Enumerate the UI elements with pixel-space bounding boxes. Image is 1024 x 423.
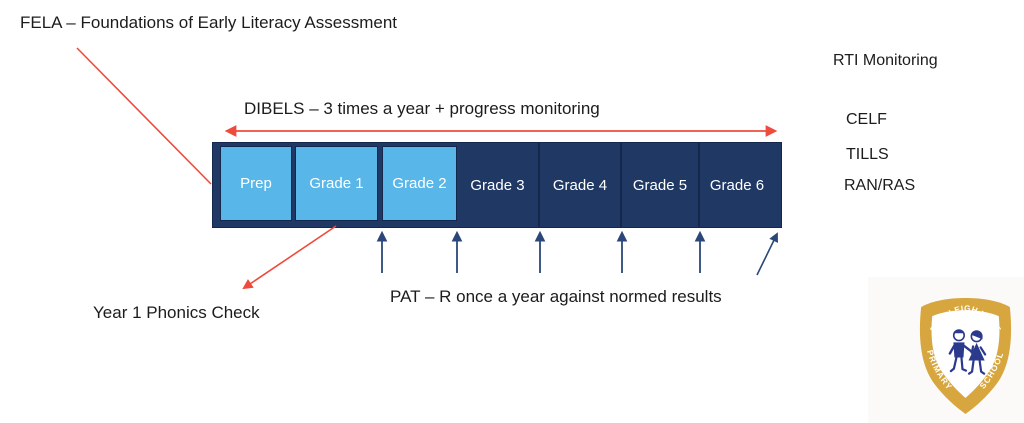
grade-cell-grade4: Grade 4 (540, 143, 622, 227)
grade-cell-grade2: Grade 2 (382, 146, 457, 221)
school-logo-badge: BENTLEIGH WEST PRIMARY SCHOOL (919, 298, 1012, 414)
children-figures (948, 329, 987, 375)
grade-cell-grade3: Grade 3 (457, 143, 540, 227)
fela-label: FELA – Foundations of Early Literacy Ass… (20, 13, 398, 32)
phonics-check-arrow (242, 225, 337, 290)
year1-phonics-check-label: Year 1 Phonics Check (93, 303, 260, 322)
rti-item-ran-ras: RAN/RAS (844, 177, 916, 194)
rti-item-celf: CELF (846, 111, 887, 128)
rti-item-tills: TILLS (846, 146, 889, 163)
dibels-label: DIBELS – 3 times a year + progress monit… (244, 99, 600, 118)
fela-pointer-line (76, 47, 212, 185)
grade-cell-grade1: Grade 1 (295, 146, 378, 221)
pat-arrow-6-diagonal (756, 232, 778, 276)
grade-cell-grade5: Grade 5 (622, 143, 700, 227)
logo-shield-inner (931, 310, 1000, 398)
grade-cell-prep: Prep (220, 146, 292, 221)
rti-monitoring-label: RTI Monitoring (833, 52, 938, 69)
grade-cell-grade6: Grade 6 (700, 143, 774, 227)
grade-timeline-strip: Prep Grade 1 Grade 2 Grade 3 Grade 4 Gra… (212, 142, 782, 228)
pat-r-label: PAT – R once a year against normed resul… (390, 287, 722, 306)
